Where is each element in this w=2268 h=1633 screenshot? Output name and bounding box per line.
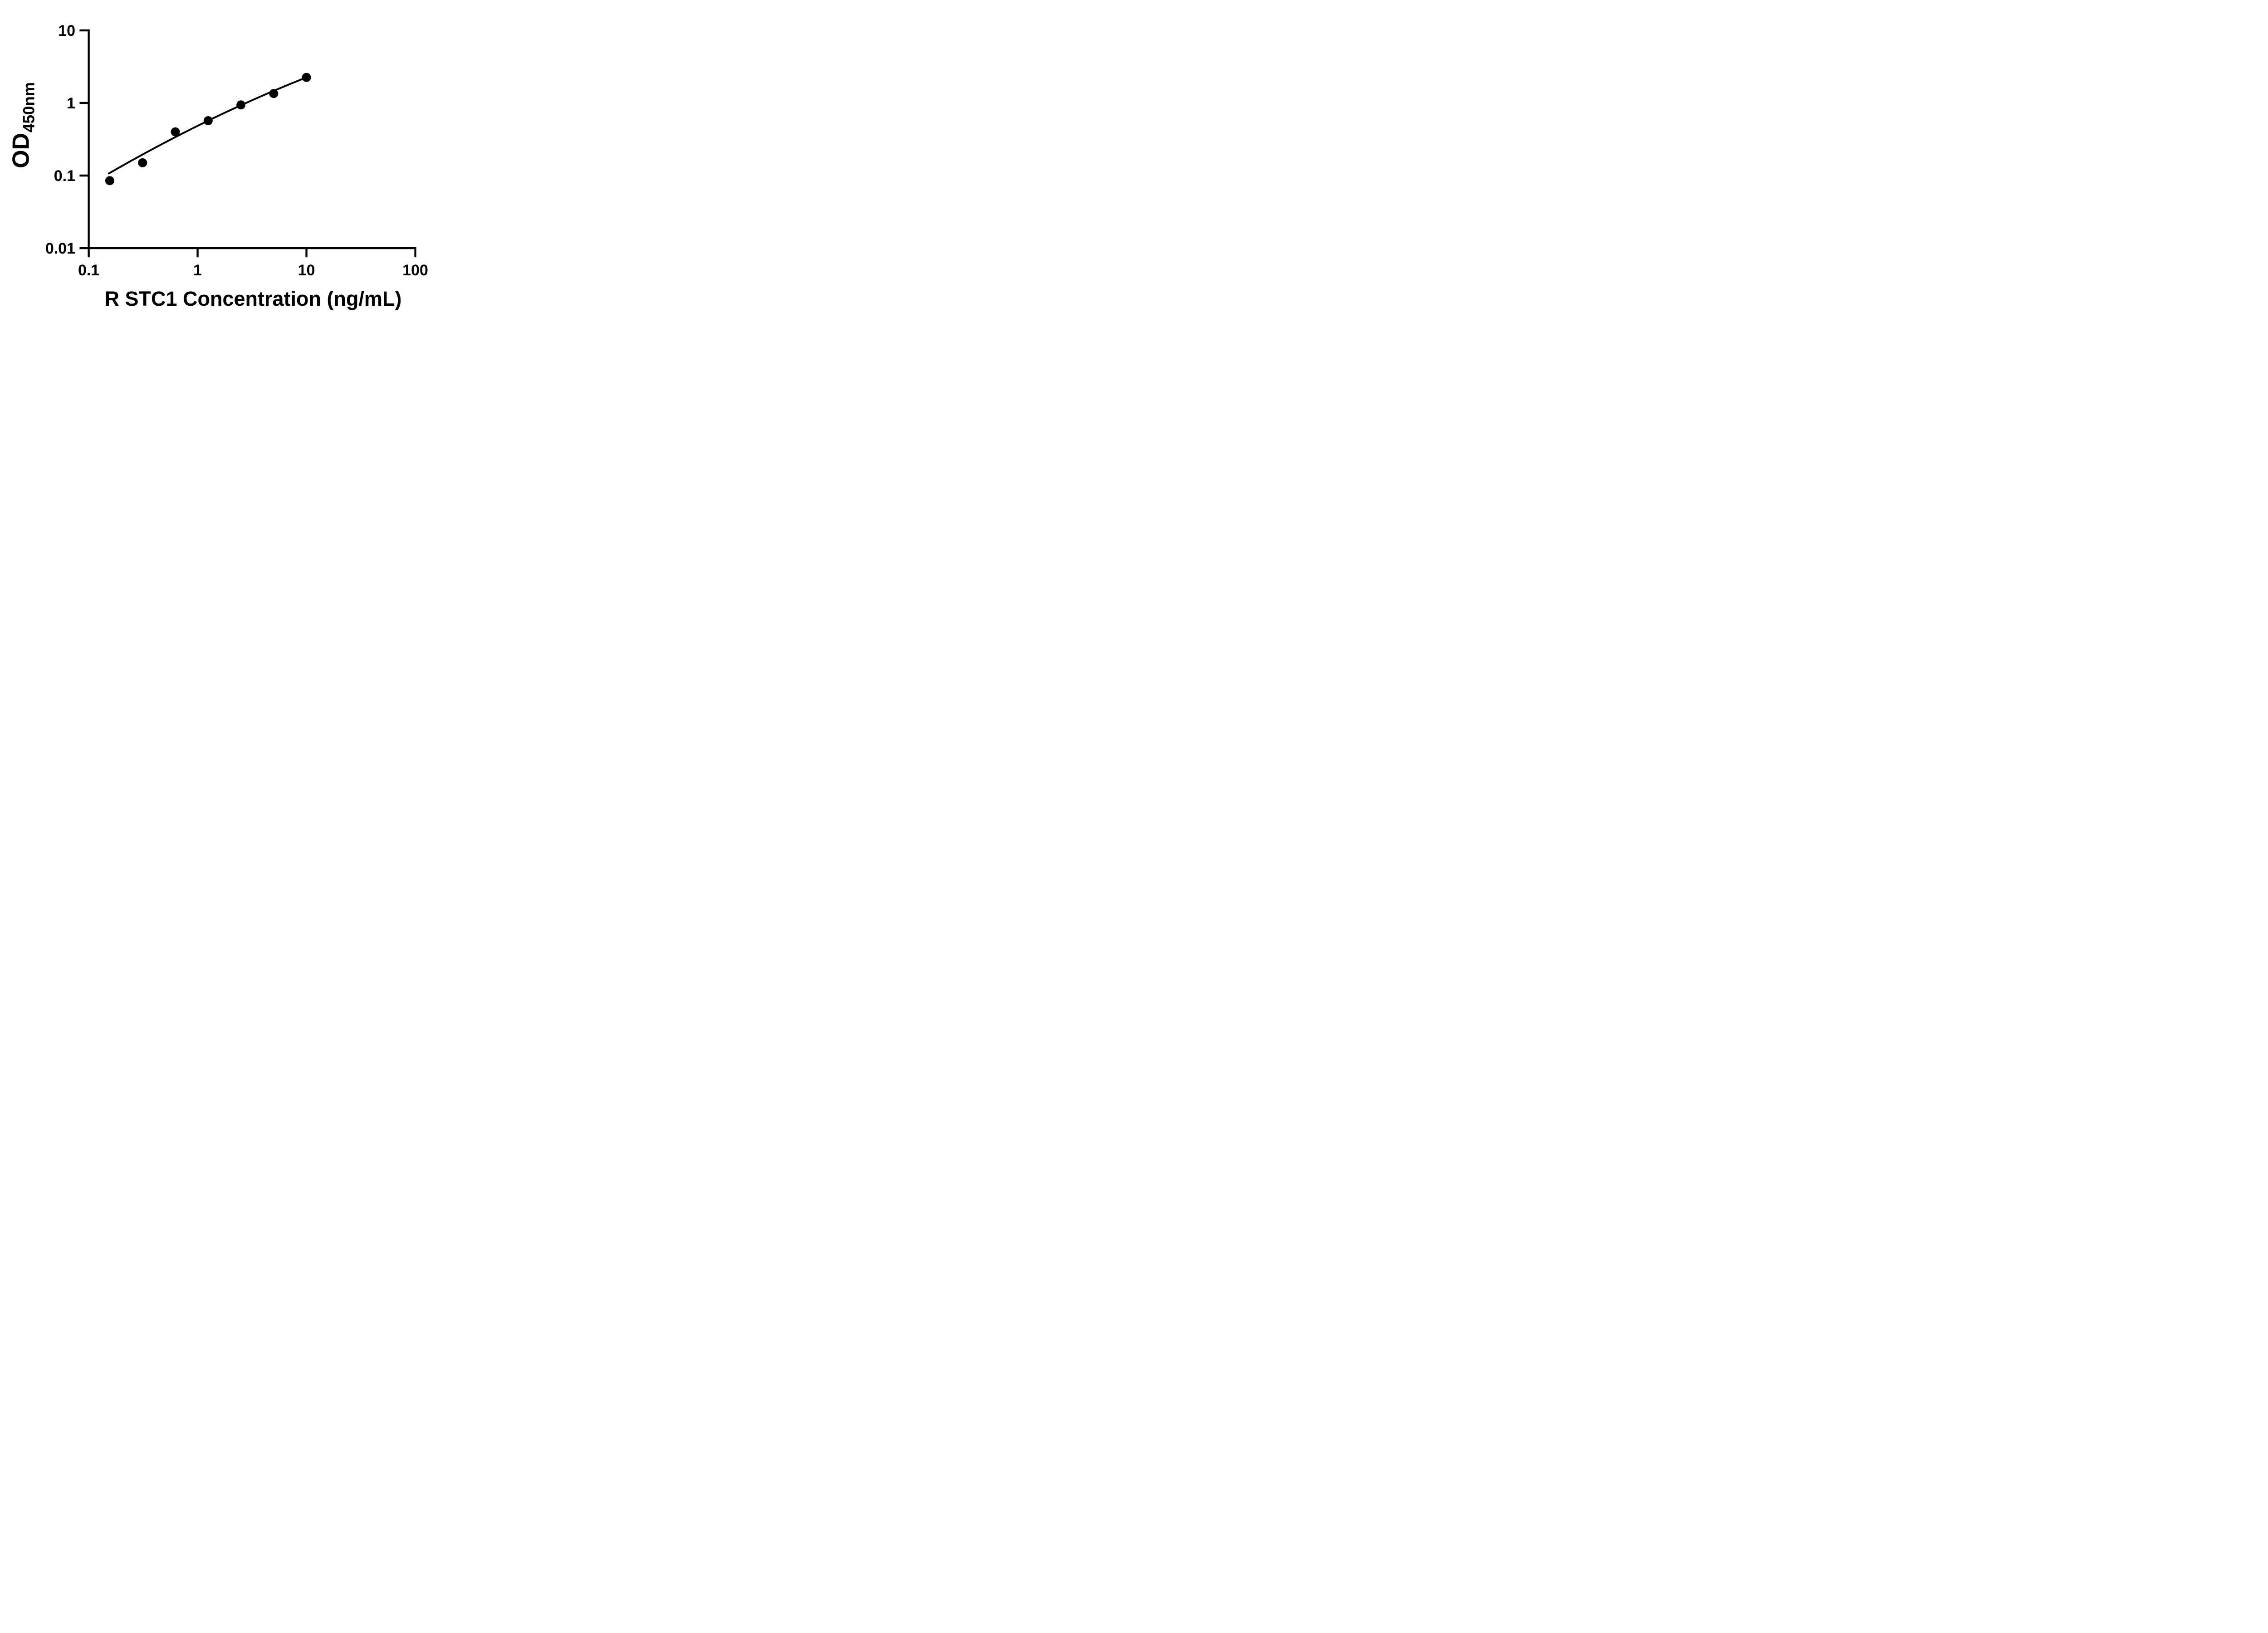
data-point bbox=[269, 89, 279, 98]
data-point bbox=[138, 158, 147, 167]
data-series bbox=[105, 73, 311, 186]
data-point bbox=[105, 176, 114, 186]
x-tick-label: 1 bbox=[193, 262, 202, 279]
y-tick-label: 10 bbox=[58, 22, 75, 39]
y-tick-label: 1 bbox=[67, 95, 75, 112]
data-point bbox=[171, 127, 180, 137]
y-axis-title-main: OD bbox=[8, 133, 34, 168]
x-axis: 0.1 1 10 100 bbox=[78, 247, 428, 279]
data-point bbox=[203, 116, 213, 126]
data-point bbox=[302, 73, 311, 82]
x-tick-label: 100 bbox=[402, 262, 428, 279]
elisa-standard-curve-figure: 10 1 0.1 0.01 0.1 1 10 100 R STC1 Concentratio… bbox=[0, 0, 465, 327]
x-axis-title: R STC1 Concentration (ng/mL) bbox=[105, 287, 402, 310]
x-tick-label: 10 bbox=[298, 262, 315, 279]
y-axis-title-subscript: 450nm bbox=[20, 82, 38, 132]
y-axis: 10 1 0.1 0.01 bbox=[45, 22, 90, 257]
x-tick-label: 0.1 bbox=[78, 262, 99, 279]
y-axis-title: OD 450nm bbox=[8, 82, 38, 168]
y-tick-label: 0.01 bbox=[45, 240, 75, 257]
y-tick-label: 0.1 bbox=[54, 167, 75, 185]
data-point bbox=[236, 100, 246, 110]
